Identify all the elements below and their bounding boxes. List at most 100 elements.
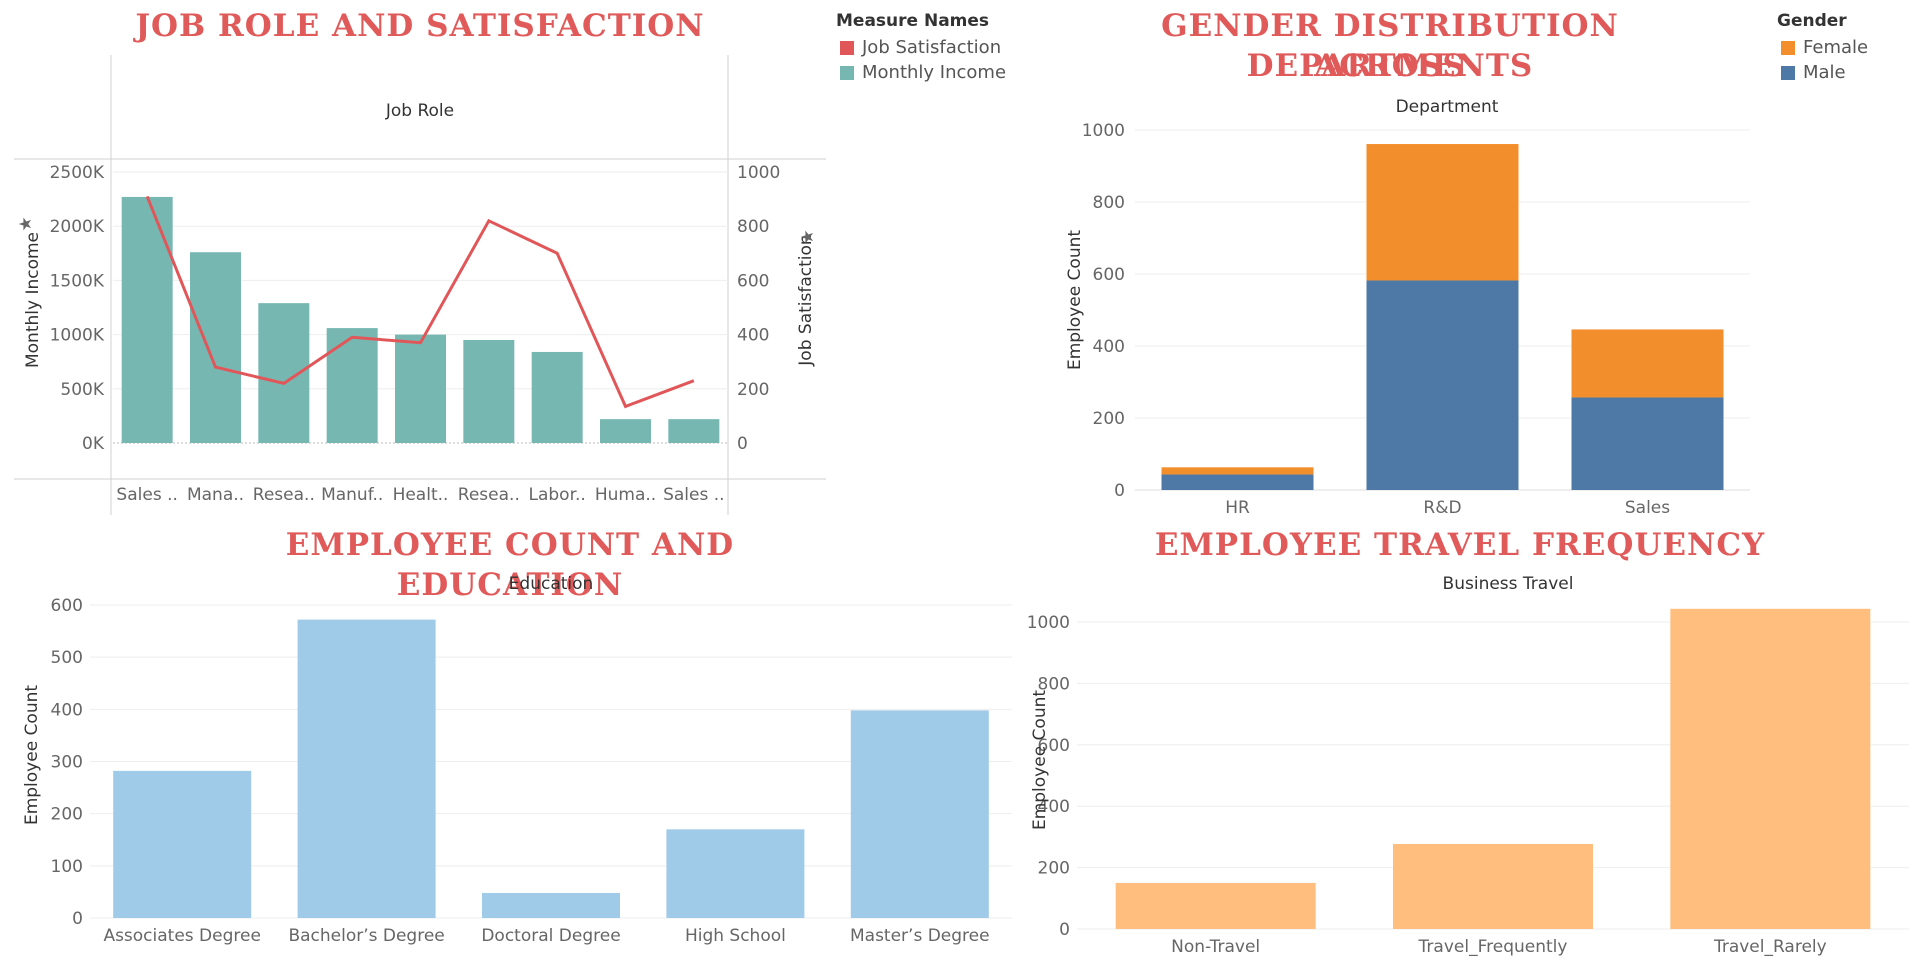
job-role-xtick: Mana..	[187, 485, 244, 505]
gender-xtick: R&D	[1423, 498, 1461, 518]
income-bar	[463, 340, 515, 443]
job-role-y2tick: 800	[737, 217, 769, 237]
gender-bar-female	[1366, 144, 1519, 281]
job-role-xtick: Huma..	[595, 485, 656, 505]
job-role-header: Job Role	[385, 101, 454, 121]
education-ytick: 500	[51, 648, 83, 668]
job-role-ytick: 2000K	[50, 217, 105, 237]
gender-header: Department	[1396, 97, 1499, 117]
education-bar	[666, 829, 805, 918]
income-bar	[531, 351, 583, 443]
job-role-ylabel: Monthly Income	[23, 232, 43, 368]
gender-title-line2: DEPARTMENTS	[1246, 48, 1534, 84]
travel-ytick: 200	[1038, 859, 1070, 879]
job-role-xtick: Sales ..	[663, 485, 724, 505]
gender-ytick: 600	[1093, 265, 1125, 285]
legend-label-monthly-income: Monthly Income	[862, 62, 1007, 83]
income-bar	[395, 334, 446, 443]
job-role-y2tick: 400	[737, 326, 769, 346]
travel-ytick: 600	[1038, 736, 1070, 756]
pin-icon: ★	[16, 216, 36, 231]
job-role-xtick: Healt..	[393, 485, 449, 505]
job-role-y2tick: 0	[737, 434, 748, 454]
income-bar	[190, 252, 241, 443]
travel-title: EMPLOYEE TRAVEL FREQUENCY	[1154, 527, 1766, 563]
travel-bar	[1670, 608, 1871, 929]
job-role-y2label: Job Satisfaction	[796, 234, 816, 366]
legend-label-female: Female	[1803, 37, 1869, 58]
legend-swatch-female	[1781, 40, 1795, 55]
job-role-y2tick: 600	[737, 271, 769, 291]
travel-ytick: 1000	[1027, 613, 1070, 633]
education-ytick: 300	[51, 753, 83, 773]
job-role-ytick: 1500K	[50, 271, 105, 291]
travel-ylabel: Employee Count	[1030, 690, 1050, 830]
travel-ytick: 0	[1059, 920, 1070, 940]
education-ytick: 100	[51, 857, 83, 877]
measure-legend-title: Measure Names	[836, 11, 990, 31]
income-bar	[121, 196, 173, 443]
job-role-ytick: 0K	[82, 434, 105, 454]
travel-bar	[1393, 843, 1593, 929]
travel-xtick: Travel_Frequently	[1418, 937, 1568, 957]
travel-ytick: 400	[1038, 797, 1070, 817]
job-role-xtick: Sales ..	[116, 485, 177, 505]
education-xtick: High School	[685, 926, 786, 946]
legend-label-male: Male	[1803, 62, 1846, 83]
job-role-y2tick: 1000	[737, 163, 780, 183]
education-ytick: 0	[72, 909, 83, 929]
education-xtick: Bachelor’s Degree	[288, 926, 444, 946]
education-xtick: Associates Degree	[103, 926, 261, 946]
gender-ytick: 200	[1093, 409, 1125, 429]
travel-header: Business Travel	[1443, 574, 1574, 594]
job-role-title: JOB ROLE AND SATISFACTION	[135, 8, 705, 44]
travel-xtick: Travel_Rarely	[1713, 937, 1827, 957]
legend-label-job-satisfaction: Job Satisfaction	[862, 37, 1002, 58]
education-title: EMPLOYEE COUNT AND EDUCATION	[285, 527, 735, 603]
gender-legend-title: Gender	[1777, 11, 1847, 31]
satisfaction-line	[145, 195, 695, 409]
travel-bar	[1115, 882, 1316, 929]
gender-bar-female	[1161, 467, 1314, 475]
gender-ylabel: Employee Count	[1065, 230, 1085, 370]
travel-xtick: Non-Travel	[1171, 937, 1260, 957]
job-role-ytick: 1000K	[50, 326, 105, 346]
pin-icon: ★	[798, 229, 818, 244]
education-ytick: 200	[51, 805, 83, 825]
income-bar	[326, 328, 378, 443]
income-bar	[600, 419, 651, 443]
education-ytick: 600	[51, 596, 83, 616]
gender-xtick: Sales	[1625, 498, 1670, 518]
gender-title-line1: GENDER DISTRIBUTION ACROSS	[1161, 8, 1619, 84]
gender-ytick: 400	[1093, 337, 1125, 357]
gender-bar-female	[1571, 329, 1724, 398]
education-header: Education	[509, 574, 594, 594]
gender-ytick: 1000	[1082, 121, 1125, 141]
travel-ytick: 800	[1038, 674, 1070, 694]
education-xtick: Master’s Degree	[850, 926, 990, 946]
legend-item-female[interactable]: Female	[1781, 37, 1868, 58]
gender-ytick: 0	[1114, 481, 1125, 501]
job-role-y2tick: 200	[737, 380, 769, 400]
gender-bar-male	[1571, 397, 1724, 490]
income-bar	[668, 419, 720, 443]
job-role-ytick: 2500K	[50, 163, 105, 183]
education-xtick: Doctoral Degree	[481, 926, 620, 946]
gender-xtick: HR	[1225, 498, 1250, 518]
job-role-xtick: Manuf..	[321, 485, 383, 505]
education-ytick: 400	[51, 700, 83, 720]
legend-swatch-male	[1781, 65, 1795, 80]
gender-bar-male	[1366, 280, 1519, 490]
education-ylabel: Employee Count	[22, 685, 42, 825]
job-role-xtick: Labor..	[529, 485, 586, 505]
job-role-xtick: Resea..	[458, 485, 520, 505]
gender-bar-male	[1161, 474, 1314, 490]
education-bar	[850, 710, 989, 918]
legend-item-male[interactable]: Male	[1781, 62, 1846, 83]
legend-item-job-satisfaction[interactable]: Job Satisfaction	[840, 37, 1001, 58]
job-role-ytick: 500K	[60, 380, 104, 400]
legend-item-monthly-income[interactable]: Monthly Income	[840, 62, 1006, 83]
job-role-xtick: Resea..	[253, 485, 315, 505]
gender-ytick: 800	[1093, 193, 1125, 213]
